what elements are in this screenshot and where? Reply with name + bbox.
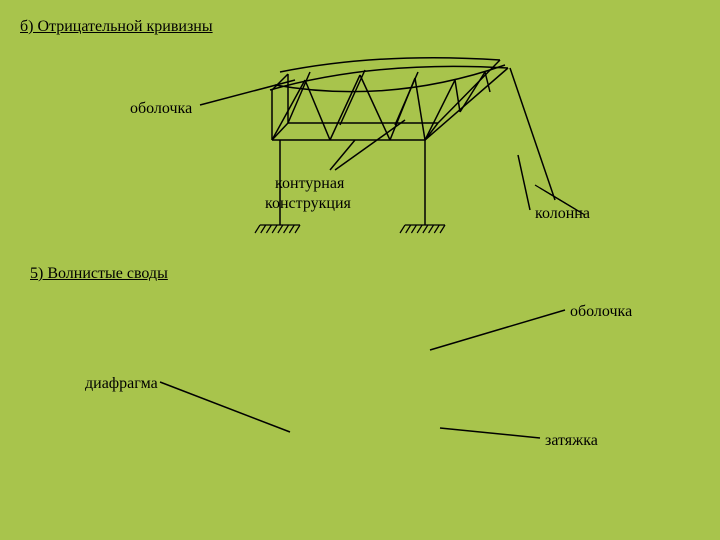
- structural-diagram: [0, 0, 720, 540]
